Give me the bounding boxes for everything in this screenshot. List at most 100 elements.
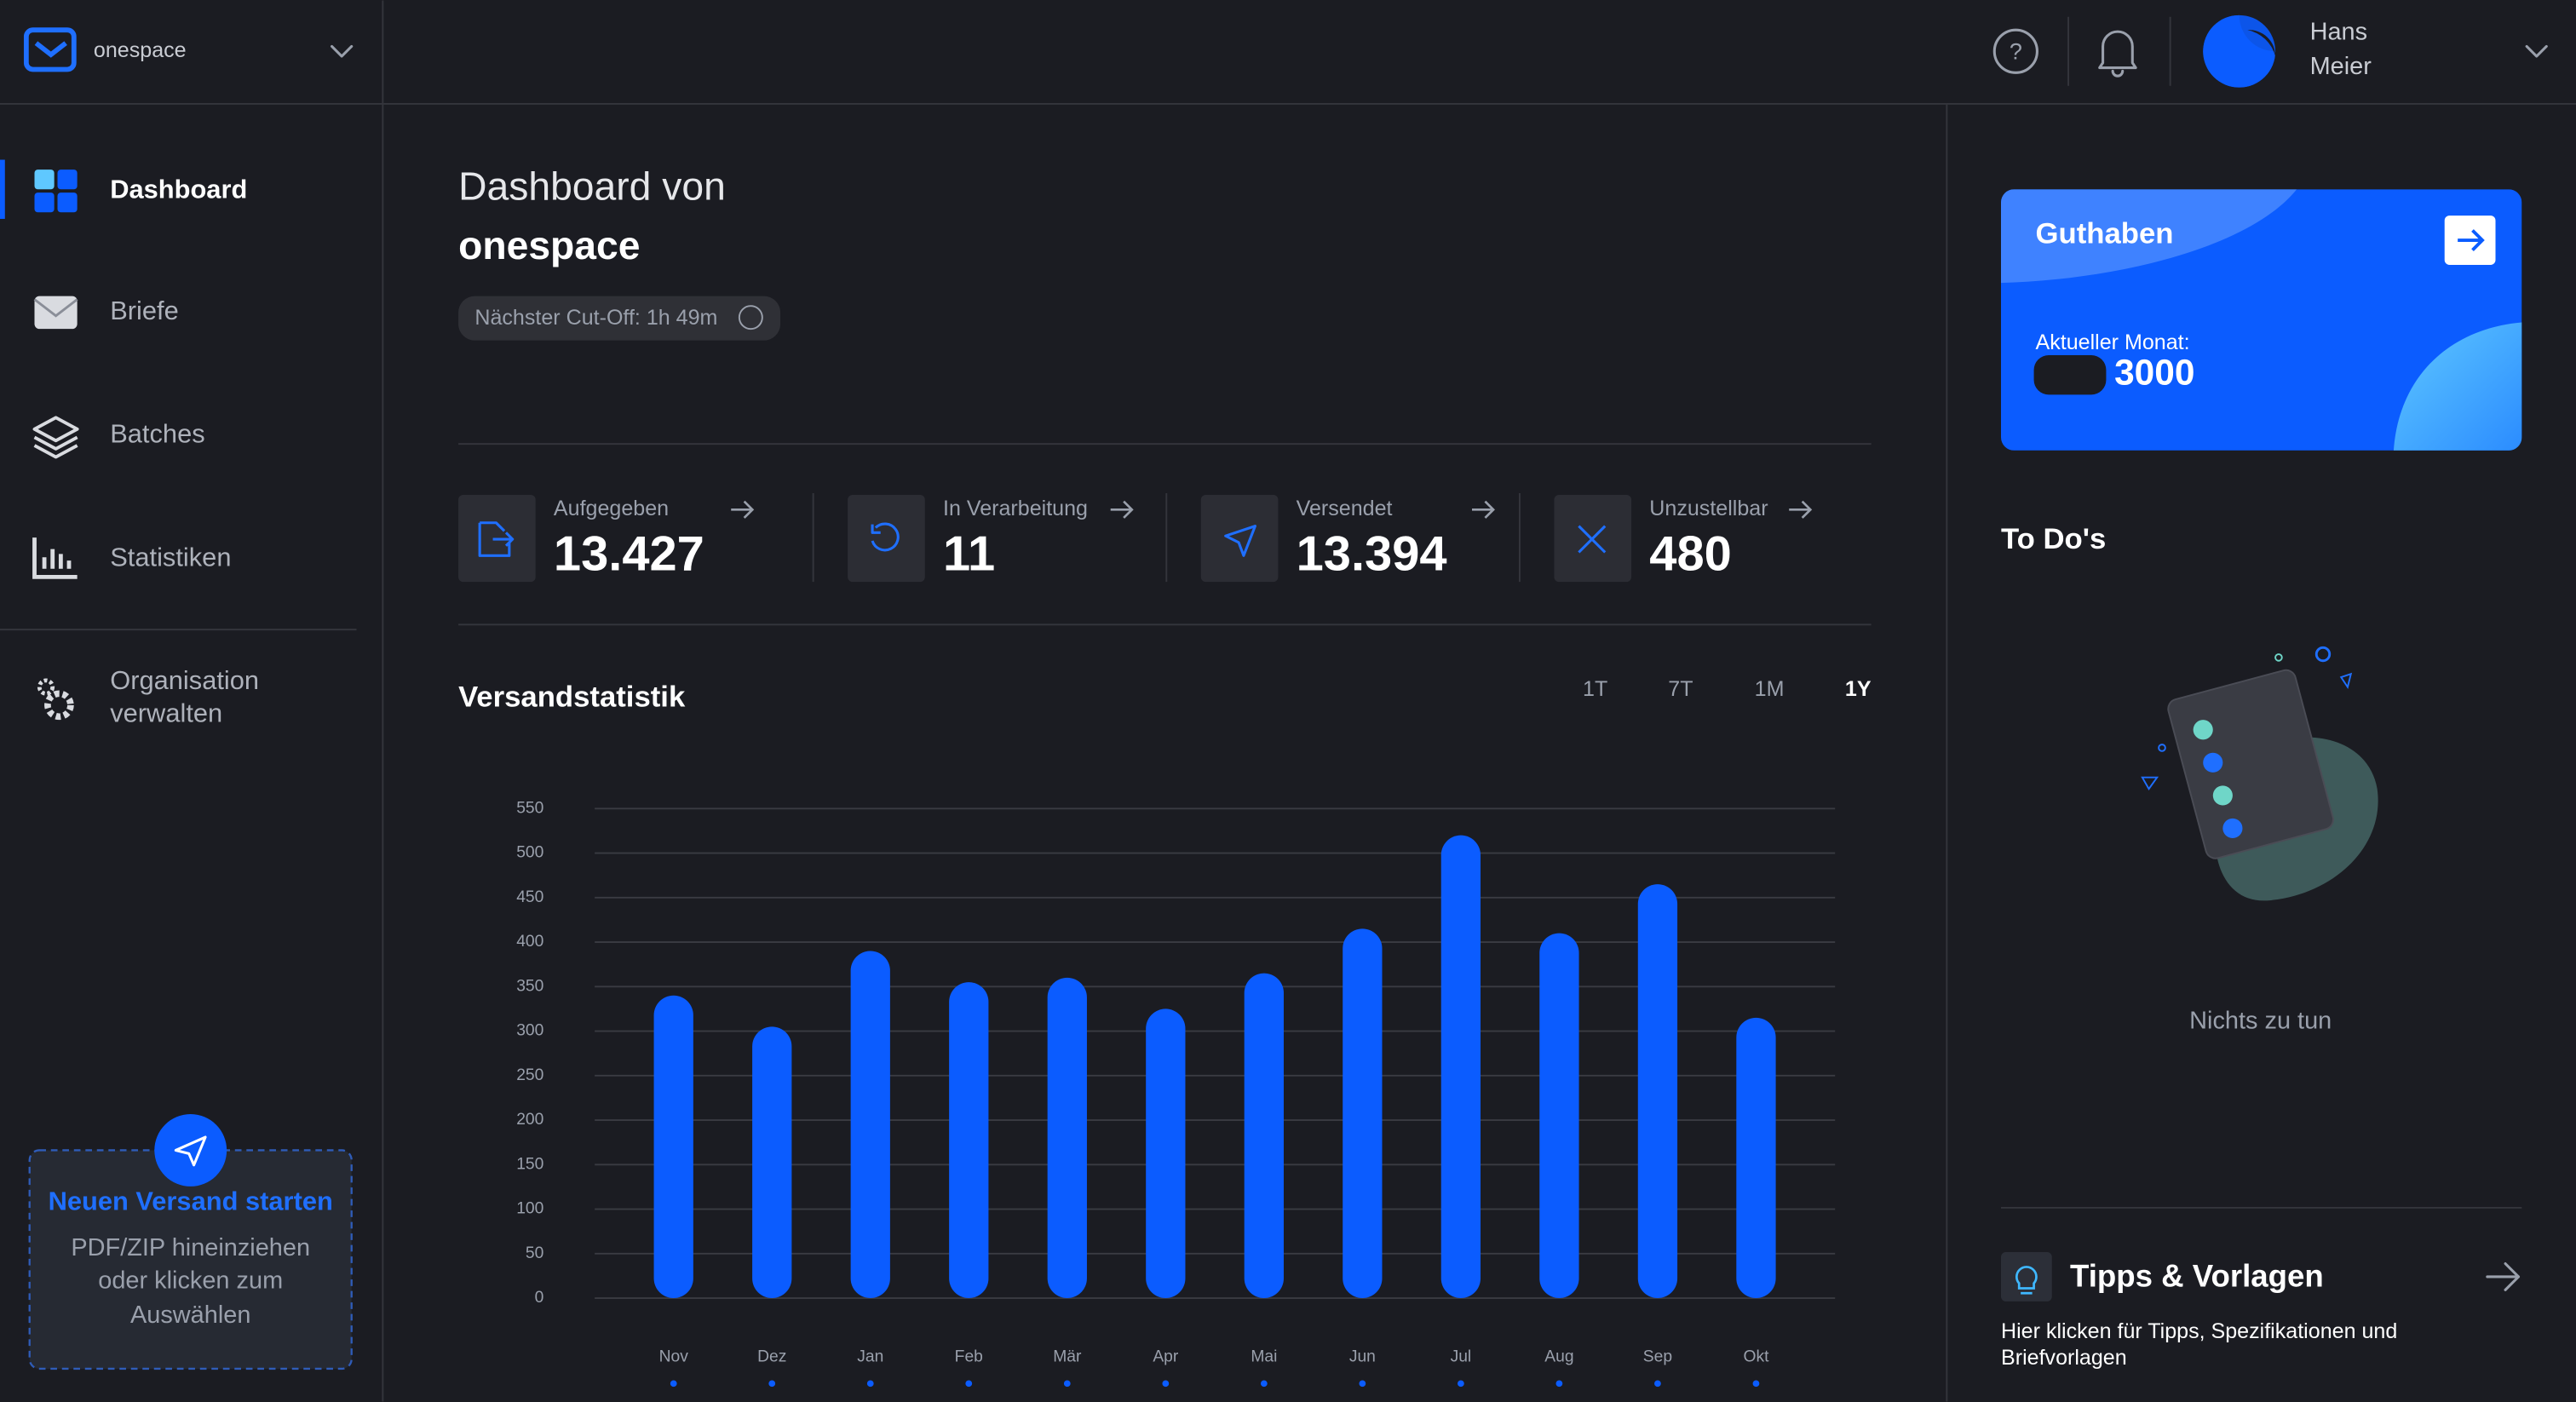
chevron <box>2525 44 2548 58</box>
stats: Aufgegeben 13.427 In Verarbeitung 11 Versend… <box>458 493 1813 583</box>
cutoff-text: Nächster Cut-Off: 1h 49m <box>474 306 717 330</box>
y-tick-label: 50 <box>526 1244 543 1262</box>
stat-label: Aufgegeben <box>554 497 669 520</box>
x-tick-dot <box>1654 1380 1661 1388</box>
tips-icon <box>2001 1252 2052 1301</box>
nav-icon <box>57 170 78 190</box>
upload-dropzone[interactable]: Neuen Versand starten PDF/ZIP hineinzieh… <box>28 1114 353 1370</box>
todo-title: To Do's <box>2001 523 2106 555</box>
gear-icon <box>37 678 55 696</box>
avatar <box>2247 30 2276 57</box>
x-tick-label: Nov <box>659 1348 689 1366</box>
y-tick-label: 400 <box>516 933 543 951</box>
x-tick-dot <box>965 1380 973 1388</box>
y-tick-label: 500 <box>516 844 543 862</box>
x-tick-dot <box>1162 1380 1170 1388</box>
nav-label: Statistiken <box>110 542 231 572</box>
user-menu[interactable]: Hans Meier <box>2203 14 2548 88</box>
stat-arrow <box>1472 500 1495 519</box>
illustration <box>2193 720 2213 740</box>
help-icon <box>1992 28 2038 74</box>
todo-illustration <box>2141 646 2378 901</box>
nav-icon <box>57 192 78 213</box>
stat-label: Versendet <box>1297 497 1393 520</box>
x-tick-dot <box>866 1380 874 1388</box>
x-tick-dot <box>1359 1380 1366 1388</box>
user-first-name: Hans <box>2310 19 2367 46</box>
stat-value: 11 <box>943 527 995 582</box>
credit-card[interactable]: Guthaben Aktueller Monat: 3000 <box>2001 189 2522 451</box>
stat-card[interactable]: In Verarbeitung 11 <box>848 494 1134 583</box>
stat-card[interactable]: Unzustellbar 480 <box>1554 494 1813 583</box>
currency-mask <box>2033 355 2107 395</box>
stat-card[interactable]: Versendet 13.394 <box>1200 494 1495 583</box>
credit-title: Guthaben <box>2036 217 2174 250</box>
illustration <box>2158 744 2166 752</box>
stat-card[interactable]: Aufgegeben 13.427 <box>458 494 755 583</box>
notifications-button[interactable] <box>2098 30 2137 78</box>
x-tick-dot <box>1063 1380 1071 1388</box>
todo-empty: Nichts zu tun <box>2189 1008 2332 1035</box>
nav-icon <box>32 537 78 579</box>
stat-arrow <box>1789 500 1813 519</box>
x-tick-label: Feb <box>955 1348 983 1366</box>
range-tab[interactable]: 1M <box>1755 677 1785 701</box>
tips-link[interactable]: Tipps & Vorlagen Hier klicken für Tipps,… <box>2001 1252 2521 1370</box>
x-tick-label: Dez <box>757 1348 786 1366</box>
nav-icon <box>32 416 79 459</box>
nav-label: Briefe <box>110 296 179 325</box>
nav-statistiken[interactable]: Statistiken <box>32 537 232 579</box>
cutoff-pill <box>458 296 781 341</box>
stat-label: In Verarbeitung <box>943 497 1088 520</box>
org-switcher[interactable]: onespace <box>23 27 354 72</box>
x-tick-dot <box>1752 1380 1760 1388</box>
range-tabs: 1T 7T 1M 1Y <box>1583 677 1872 701</box>
stat-icon <box>1578 525 1607 554</box>
y-tick-label: 150 <box>516 1155 543 1173</box>
range-tab[interactable]: 7T <box>1668 677 1693 701</box>
bar <box>949 982 989 1299</box>
stat-icon <box>478 521 515 557</box>
nav-icon <box>34 192 55 213</box>
nav-dashboard[interactable]: Dashboard <box>34 170 248 213</box>
bar <box>1146 1008 1186 1299</box>
bar <box>1244 973 1284 1299</box>
x-tick-dot <box>1458 1380 1464 1388</box>
info-icon[interactable] <box>738 305 763 330</box>
y-tick-label: 550 <box>516 799 543 817</box>
x-tick-label: Aug <box>1544 1348 1573 1366</box>
bar <box>653 995 693 1299</box>
bar <box>1736 1017 1776 1299</box>
send-icon <box>154 1114 227 1187</box>
help-icon: ? <box>2010 38 2022 64</box>
stat-arrow <box>731 500 755 519</box>
card-shape <box>2393 322 2522 451</box>
x-tick-label: Jun <box>1349 1348 1376 1366</box>
tips-arrow <box>2486 1261 2521 1291</box>
bar <box>1637 884 1678 1299</box>
x-tick-label: Mai <box>1251 1348 1277 1366</box>
help-button[interactable]: ? <box>1992 28 2038 74</box>
stat-value: 13.427 <box>554 527 704 582</box>
range-tab[interactable]: 1T <box>1583 677 1607 701</box>
avatar <box>2203 14 2276 88</box>
nav-briefe[interactable]: Briefe <box>33 296 179 330</box>
credit-arrow <box>2458 229 2485 251</box>
nav-settings[interactable]: Organisation verwalten <box>37 665 259 728</box>
send-icon <box>174 1135 207 1167</box>
bell-icon <box>2098 30 2137 78</box>
dropzone-text: PDF/ZIP hineinziehen <box>71 1234 310 1261</box>
range-tab[interactable]: 1Y <box>1845 677 1872 701</box>
x-tick-label: Apr <box>1153 1348 1179 1366</box>
x-tick-label: Jan <box>857 1348 883 1366</box>
stat-icon-box <box>848 494 925 583</box>
nav-label: Organisation <box>110 665 259 695</box>
y-tick-label: 350 <box>516 977 543 995</box>
card-shape <box>2001 189 2297 284</box>
nav-batches[interactable]: Batches <box>32 416 205 459</box>
illustration <box>2274 653 2283 662</box>
dropzone-text: Auswählen <box>130 1301 250 1329</box>
y-tick-label: 300 <box>516 1022 543 1040</box>
